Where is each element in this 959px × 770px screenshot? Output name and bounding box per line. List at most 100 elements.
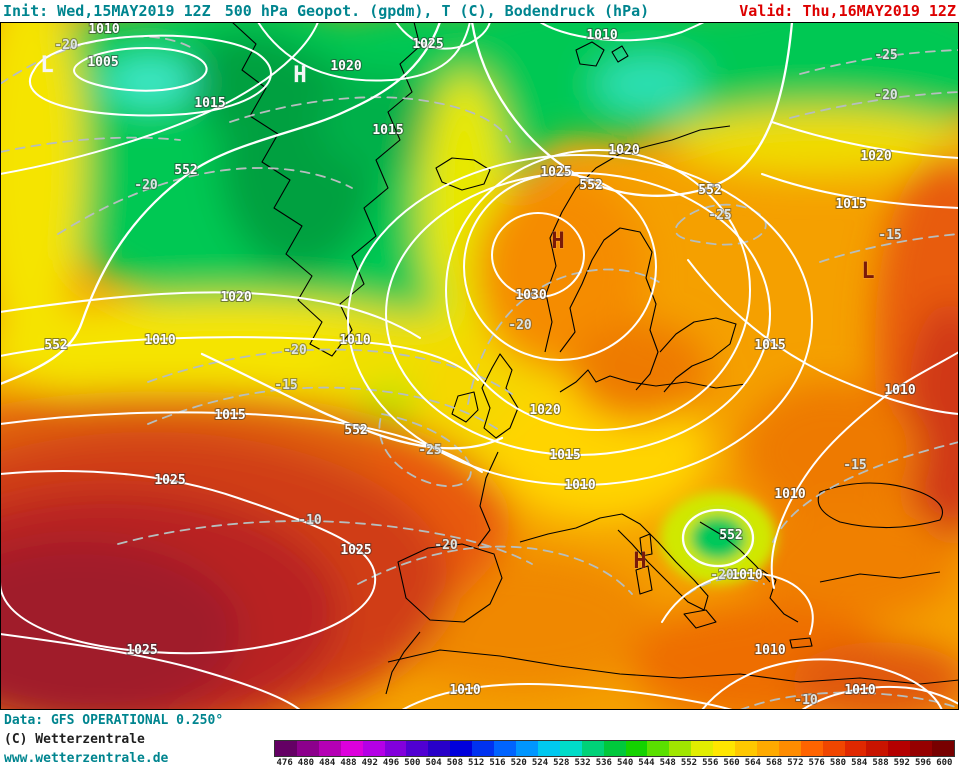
pressure-label: 1025 [154, 473, 185, 488]
map-title: 500 hPa Geopot. (gpdm), T (C), Bodendruc… [224, 2, 650, 20]
legend-tick-label: 600 [936, 758, 953, 768]
pressure-contours [0, 22, 959, 710]
legend-color-segment [844, 741, 867, 756]
legend-tick-label: 576 [808, 758, 825, 768]
title-bar: Init: Wed,15MAY2019 12Z 500 hPa Geopot. … [0, 0, 959, 22]
legend-tick-label: 544 [638, 758, 655, 768]
temp-contour [147, 386, 503, 433]
legend-tick-label: 580 [829, 758, 847, 768]
temperature-label: -20 [54, 38, 78, 53]
pressure-label: 1015 [835, 197, 866, 212]
legend-color-segment [625, 741, 648, 756]
isobar [491, 212, 585, 298]
isobar [29, 34, 272, 117]
geopotential-label: 552 [698, 183, 721, 198]
coastline-ireland [451, 391, 479, 423]
website-text: www.wetterzentrale.de [4, 751, 169, 766]
legend-color-segment [275, 741, 297, 756]
temp-contour [357, 545, 633, 595]
isobar [0, 336, 479, 381]
pressure-label: 1015 [372, 123, 403, 138]
legend-tick-label: 512 [468, 758, 485, 768]
isobar [445, 149, 751, 431]
temp-contour [789, 91, 959, 119]
temperature-label: -25 [708, 208, 731, 223]
isobar [385, 172, 771, 456]
pressure-center-marker: H [293, 63, 306, 88]
pressure-label: 1010 [339, 333, 370, 348]
temp-contour [117, 520, 533, 565]
pressure-label: 1015 [194, 96, 225, 111]
pressure-label: 1020 [529, 403, 560, 418]
isobar [347, 154, 813, 486]
legend-color-segment [800, 741, 823, 756]
pressure-label: 1020 [608, 143, 639, 158]
legend-color-segment [603, 741, 626, 756]
coastline-sicily [683, 609, 717, 629]
pressure-label: 1010 [731, 568, 762, 583]
isobar [0, 470, 377, 655]
geopotential-legend: 476 480 484 488 492 496 500 504 508 512 516 520 524 5… [274, 711, 955, 770]
legend-colorbar [274, 740, 955, 757]
temperature-label: -10 [794, 693, 818, 708]
temperature-label: -20 [874, 88, 898, 103]
legend-tick-label: 492 [361, 758, 378, 768]
legend-color-segment [756, 741, 779, 756]
temperature-label: -15 [274, 378, 297, 393]
pressure-centers: L H H L H [40, 53, 875, 575]
geopotential-label: 552 [344, 423, 367, 438]
temp-contour [57, 167, 353, 235]
geopotential-labels: 552 552 552 552 552 552 [43, 162, 743, 544]
legend-color-segment [713, 741, 736, 756]
pressure-label: 1010 [586, 28, 617, 43]
legend-color-segment [406, 741, 429, 756]
legend-tick-label: 588 [872, 758, 889, 768]
temperature-label: -20 [710, 568, 734, 583]
pressure-label: 1010 [884, 383, 915, 398]
pressure-label: 1015 [754, 338, 785, 353]
legend-color-segment [932, 741, 955, 756]
cold-pool-sicily [660, 492, 776, 584]
legend-color-segment [669, 741, 692, 756]
legend-tick-label: 592 [893, 758, 910, 768]
temp-contour [819, 233, 959, 263]
pressure-label: 1025 [126, 643, 157, 658]
pressure-label: 1015 [214, 408, 245, 423]
isobar [539, 22, 705, 42]
temperature-label: -25 [874, 48, 897, 63]
coastline-britain [481, 353, 519, 439]
pressure-label: 1030 [515, 288, 546, 303]
temperature-label: -10 [298, 513, 322, 528]
geopotential-label: 552 [44, 338, 67, 353]
geopotential-552-line [470, 22, 794, 197]
pressure-label: 1010 [88, 22, 119, 37]
temp-contour [378, 412, 472, 488]
legend-tick-label: 504 [425, 758, 442, 768]
pressure-label: 1010 [844, 683, 875, 698]
coastline-sardinia [635, 533, 653, 595]
pressure-label: 1010 [754, 643, 785, 658]
legend-color-segment [581, 741, 604, 756]
temperature-label: -25 [418, 443, 441, 458]
legend-tick-label: 488 [340, 758, 357, 768]
legend-tick-label: 536 [595, 758, 612, 768]
legend-color-segment [450, 741, 473, 756]
legend-color-segment [691, 741, 714, 756]
weather-map: 1010 1005 1015 1020 1025 1015 1010 1020 1025 1020… [0, 22, 959, 710]
coastline-iceland [435, 157, 491, 191]
legend-tick-label: 484 [319, 758, 336, 768]
pressure-label: 1025 [340, 543, 371, 558]
temperature-label: -20 [434, 538, 458, 553]
coastline-finland [659, 317, 737, 393]
temperature-label: -20 [134, 178, 158, 193]
isobar [0, 633, 301, 710]
pressure-label: 1010 [449, 683, 480, 698]
geopotential-contours [0, 22, 794, 568]
legend-color-segment [362, 741, 385, 756]
legend-color-segment [472, 741, 495, 756]
coastline-black-sea [817, 482, 944, 529]
temp-contour [799, 49, 959, 75]
legend-tick-label: 508 [446, 758, 464, 768]
coastline-med-north [519, 513, 623, 543]
legend-color-segment [428, 741, 451, 756]
